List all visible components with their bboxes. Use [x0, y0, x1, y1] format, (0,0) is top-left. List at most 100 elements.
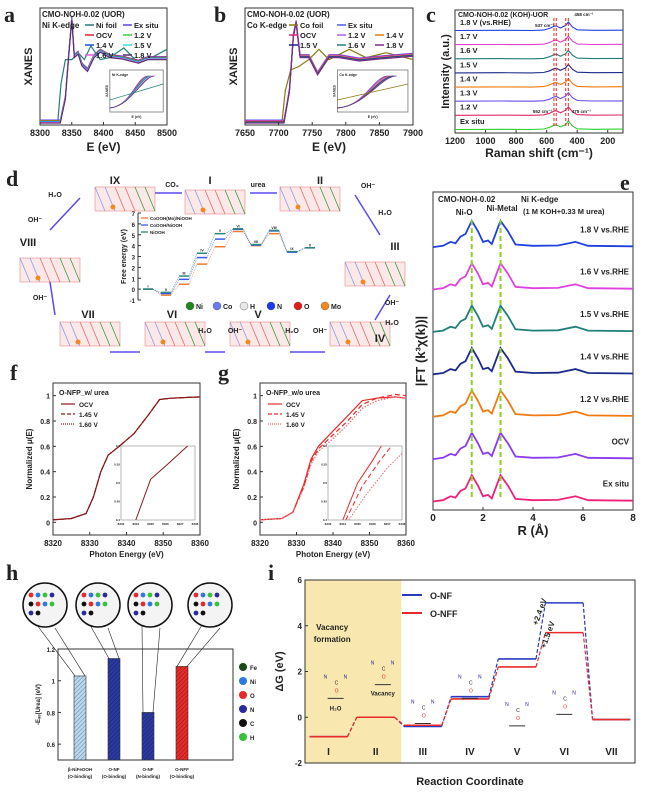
- legend-label: Ex situ: [134, 21, 159, 30]
- series-label: Ex situ: [603, 480, 629, 489]
- legend-label: OCV: [79, 402, 94, 409]
- x-tick-label: 600: [539, 136, 554, 146]
- binding-structure-zoom: [187, 582, 233, 628]
- atom-c: C: [422, 706, 426, 712]
- bond: [59, 321, 71, 347]
- atom: [140, 592, 146, 598]
- reagent-label: H₂O: [48, 192, 62, 199]
- spectrum-line: [454, 120, 624, 131]
- connector: [242, 229, 252, 246]
- intermediate-label: VI: [167, 309, 177, 321]
- atom: [95, 592, 101, 598]
- step-label: I: [327, 747, 330, 758]
- slab: [59, 321, 121, 347]
- atom-legend-label: Mo: [331, 304, 341, 311]
- legend-label: 1.60 V: [286, 422, 305, 429]
- legend-label: 1.4 V: [96, 41, 114, 50]
- reagent-label: H₂O: [385, 320, 399, 327]
- y-tick-label: 1: [52, 680, 56, 686]
- inset-line: [348, 453, 403, 521]
- series-label: 1.2 V vs.RHE: [580, 395, 630, 404]
- bond: [344, 261, 356, 287]
- inset-y-tick-label: 0.4: [323, 518, 328, 522]
- y-axis-label: Normalized μ(E): [25, 428, 34, 489]
- legend-label: CoOOH/NiOOH: [150, 223, 182, 228]
- bond: [229, 321, 241, 347]
- binding-structure-zoom: [75, 582, 121, 628]
- intermediate-structure: [229, 321, 291, 347]
- panel-label-b: b: [214, 2, 226, 27]
- step-label: IX: [290, 247, 294, 251]
- atom-o: O: [563, 704, 567, 710]
- molecule-label: H₂O: [330, 706, 342, 712]
- slab: [144, 321, 206, 347]
- step-label: X: [309, 243, 312, 247]
- vacancy-region: [305, 580, 402, 763]
- step-label: VII: [254, 240, 258, 244]
- x-axis-label: Photon Energy (eV): [296, 550, 371, 559]
- chart-subtitle: Co K-edge: [247, 21, 288, 30]
- atom-legend-swatch: [185, 301, 195, 311]
- inset-line: [109, 75, 155, 109]
- reagent-label: OH⁻: [361, 183, 376, 190]
- peak-label: Ni-O: [456, 208, 473, 217]
- molecule-label: Vacancy: [371, 692, 396, 698]
- connector: [224, 228, 234, 234]
- x-axis-label: Photon Energy (eV): [89, 550, 164, 559]
- ft-line: [432, 430, 634, 460]
- atom: [49, 592, 55, 598]
- inset-y-tick-label: 0.6: [116, 444, 121, 448]
- legend-label: 1.8 V: [386, 41, 404, 50]
- atom-n: N: [411, 700, 415, 706]
- y-tick-label: -1: [130, 299, 136, 305]
- connector: [152, 288, 162, 294]
- chart-title: CMO-NOH-0.02 (UOR): [42, 10, 125, 19]
- bond: [184, 189, 196, 215]
- x-tick-label: 8360: [397, 539, 415, 548]
- y-axis-label: XANES: [228, 48, 240, 86]
- inset-y-tick-label: 0.55: [114, 463, 120, 467]
- atom-legend-swatch: [239, 677, 247, 685]
- bond: [269, 321, 281, 347]
- reagent-label: CO₂: [165, 182, 179, 189]
- ft-line: [432, 388, 634, 418]
- step-label: VII: [605, 747, 617, 758]
- atom-n: N: [458, 674, 462, 680]
- y-tick-label: 0.6: [247, 444, 257, 451]
- urea-molecule: N NCO: [505, 702, 529, 727]
- intermediate-label: V: [254, 309, 262, 321]
- connector: [242, 231, 252, 246]
- mo-atom: [345, 339, 351, 345]
- slab: [19, 257, 81, 283]
- intermediate-structure: [329, 321, 391, 347]
- connector: [206, 233, 216, 254]
- legend-label: 1.8 V: [134, 51, 152, 60]
- bond: [369, 321, 381, 347]
- inset-x-tick-label: 8333: [118, 522, 125, 526]
- inset-frame: [120, 445, 196, 521]
- inset-x-tick-label: 8335: [354, 522, 361, 526]
- legend-label: 1.4 V: [386, 31, 404, 40]
- x-axis-label: Reaction Coordinate: [416, 776, 524, 788]
- atom-o: O: [422, 714, 426, 720]
- spectrum-line: [454, 49, 624, 60]
- category-label: (N-binding): [136, 774, 160, 779]
- inset-x-tick-label: 8337: [177, 522, 184, 526]
- reagent-label: OH⁻: [33, 295, 48, 302]
- inset-x-tick-label: 8338: [399, 522, 406, 526]
- atom: [154, 592, 160, 598]
- bond: [89, 321, 101, 347]
- atom-legend-swatch: [293, 301, 303, 311]
- inset-y-tick-label: 0.5: [323, 481, 328, 485]
- atom-legend-swatch: [239, 733, 247, 741]
- intermediate-structure: [94, 186, 156, 212]
- atom: [147, 601, 153, 607]
- x-tick-label: 8300: [30, 128, 50, 138]
- atom: [207, 592, 213, 598]
- atom: [140, 610, 146, 616]
- atom-legend-swatch: [239, 663, 247, 671]
- bond: [384, 261, 396, 287]
- inset-title: Ni K-edge: [112, 73, 128, 77]
- spectrum-line: [454, 91, 624, 102]
- inset-y-label: XANES: [332, 84, 336, 97]
